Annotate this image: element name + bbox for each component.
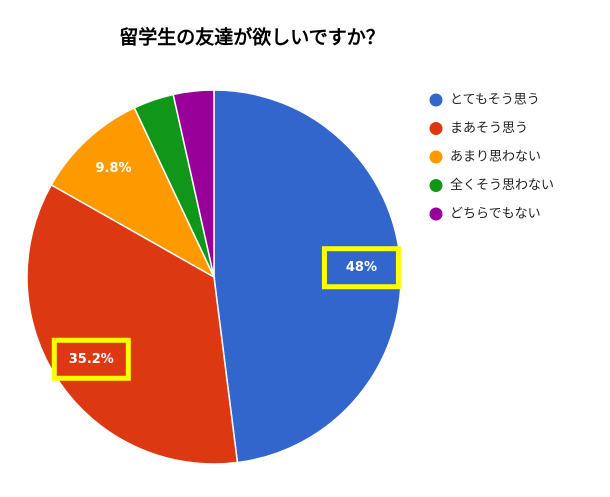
legend-marker bbox=[429, 93, 443, 107]
chart-title: 留学生の友達が欲しいですか？ bbox=[119, 26, 384, 49]
data-label: 48% bbox=[346, 260, 377, 275]
pie-slice bbox=[213, 89, 402, 464]
legend-label: どちらでもない bbox=[450, 207, 541, 222]
legend-label: とてもそう思う bbox=[450, 93, 540, 108]
pie-slice bbox=[172, 89, 215, 278]
legend-marker bbox=[429, 179, 443, 192]
data-label: 35.2% bbox=[69, 352, 114, 367]
data-label: 9.8% bbox=[96, 161, 132, 176]
legend-marker bbox=[429, 207, 443, 221]
legend-label: 全くそう思わない bbox=[450, 177, 554, 193]
legend-marker bbox=[429, 122, 443, 135]
highlight-box bbox=[51, 337, 131, 381]
legend-marker bbox=[429, 150, 443, 164]
legend-label: まあそう思う bbox=[450, 121, 528, 136]
pie-slice bbox=[26, 183, 239, 465]
highlight-box bbox=[321, 246, 401, 290]
legend-label: あまり思わない bbox=[450, 150, 541, 165]
pie-slice bbox=[50, 106, 216, 279]
